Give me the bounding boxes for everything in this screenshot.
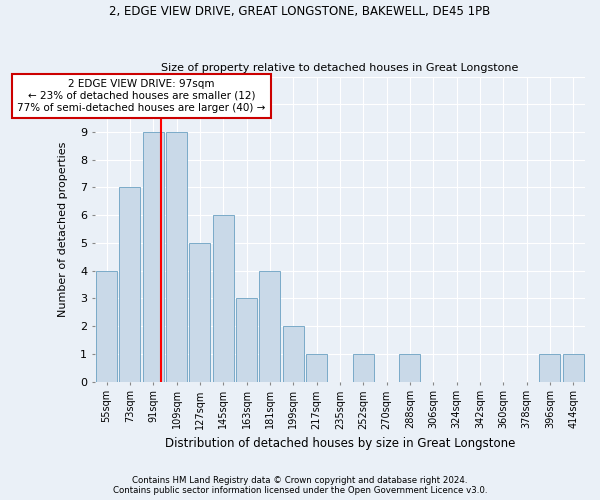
Text: Contains HM Land Registry data © Crown copyright and database right 2024.
Contai: Contains HM Land Registry data © Crown c… [113,476,487,495]
Bar [143,132,164,382]
Bar [400,354,421,382]
X-axis label: Distribution of detached houses by size in Great Longstone: Distribution of detached houses by size … [165,437,515,450]
Bar [119,188,140,382]
Bar [563,354,584,382]
Bar [306,354,327,382]
Bar [353,354,374,382]
Title: Size of property relative to detached houses in Great Longstone: Size of property relative to detached ho… [161,63,518,73]
Bar [96,270,117,382]
Text: 2, EDGE VIEW DRIVE, GREAT LONGSTONE, BAKEWELL, DE45 1PB: 2, EDGE VIEW DRIVE, GREAT LONGSTONE, BAK… [109,5,491,18]
Bar [283,326,304,382]
Bar [213,215,234,382]
Bar [236,298,257,382]
Bar [190,243,211,382]
Bar [539,354,560,382]
Text: 2 EDGE VIEW DRIVE: 97sqm
← 23% of detached houses are smaller (12)
77% of semi-d: 2 EDGE VIEW DRIVE: 97sqm ← 23% of detach… [17,80,266,112]
Bar [166,132,187,382]
Bar [259,270,280,382]
Y-axis label: Number of detached properties: Number of detached properties [58,142,68,316]
